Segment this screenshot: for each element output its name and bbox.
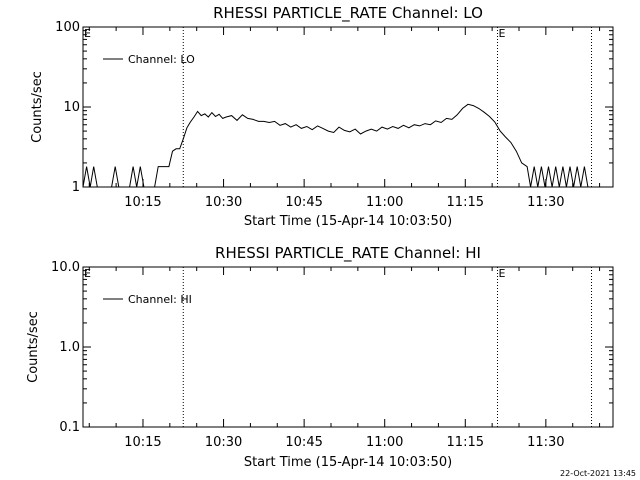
chart2-legend-label: Channel: HI	[128, 293, 192, 306]
chart1-xtick-label: 11:15	[447, 195, 484, 210]
chart1-ytick-label: 10	[63, 100, 80, 115]
chart2-xtick-label: 11:15	[447, 435, 484, 450]
chart2-ylabel: Counts/sec	[26, 311, 41, 383]
chart1-series-line	[82, 103, 589, 188]
chart1-xtick-label: 11:30	[527, 195, 564, 210]
chart2-xtick-label: 10:15	[124, 435, 161, 450]
chart2-flag: E	[84, 267, 91, 280]
chart1-flag: E	[84, 27, 91, 40]
chart2-flag: E	[499, 267, 506, 280]
chart1-xtick-label: 10:45	[285, 195, 322, 210]
chart2-xtick-label: 10:30	[205, 435, 242, 450]
chart1-legend-label: Channel: LO	[128, 53, 195, 66]
chart2-frame	[82, 266, 614, 428]
plot-timestamp: 22-Oct-2021 13:45	[560, 469, 636, 478]
chart2-ytick-label: 0.1	[59, 420, 80, 435]
chart1-flag: E	[499, 27, 506, 40]
chart2-xtick-label: 11:00	[366, 435, 403, 450]
chart1-xlabel: Start Time (15-Apr-14 10:03:50)	[244, 214, 452, 229]
chart2-title: RHESSI PARTICLE_RATE Channel: HI	[215, 244, 481, 263]
chart2-xlabel: Start Time (15-Apr-14 10:03:50)	[244, 455, 452, 470]
chart2-xtick-label: 10:45	[285, 435, 322, 450]
chart2-ytick-label: 1.0	[59, 340, 80, 355]
chart1-ytick-label: 100	[55, 20, 80, 35]
chart2-ytick-label: 10.0	[51, 260, 80, 275]
chart2-xtick-label: 11:30	[527, 435, 564, 450]
chart1-xtick-label: 10:30	[205, 195, 242, 210]
chart1-xtick-label: 10:15	[124, 195, 161, 210]
chart1-ytick-label: 1	[72, 180, 80, 195]
chart1-title: RHESSI PARTICLE_RATE Channel: LO	[213, 4, 483, 23]
chart1-frame	[82, 26, 614, 188]
chart1-ylabel: Counts/sec	[30, 71, 45, 143]
chart1-xtick-label: 11:00	[366, 195, 403, 210]
